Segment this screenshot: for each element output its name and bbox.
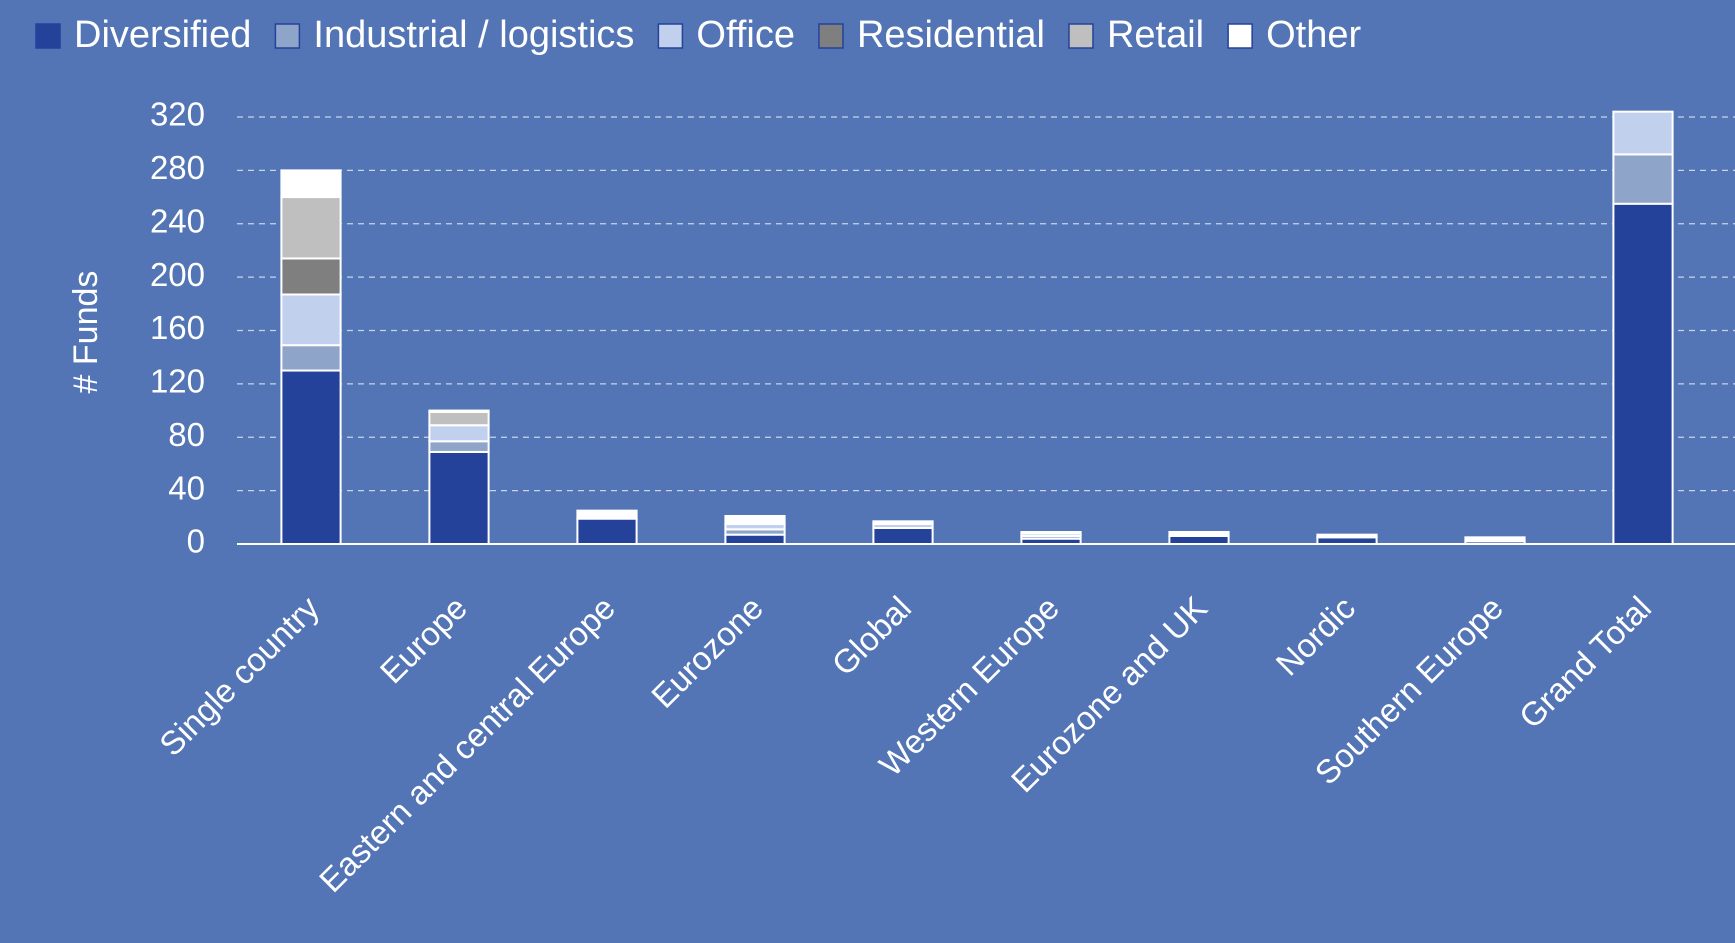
y-tick-label: 200 [150, 256, 205, 293]
bar-segment [872, 526, 934, 545]
bar-segment [280, 169, 342, 199]
y-tick-label: 80 [168, 416, 205, 453]
legend-swatch [818, 23, 844, 49]
bar-segment [576, 509, 638, 520]
bar-segment [280, 257, 342, 296]
bar-segment [280, 196, 342, 260]
legend-label: Diversified [74, 14, 251, 56]
bar-segment [576, 517, 638, 545]
y-tick-label: 280 [150, 149, 205, 186]
legend-swatch [657, 23, 684, 49]
bar-segment [1168, 530, 1230, 537]
y-tick-label: 120 [150, 363, 205, 400]
bar-segment [1168, 534, 1230, 546]
bar-segment [428, 450, 490, 546]
bar-segment [1464, 536, 1526, 543]
legend-swatch [1068, 23, 1094, 49]
legend-swatch [35, 23, 61, 49]
bar-segment [1020, 530, 1082, 535]
y-tick-label: 320 [150, 96, 205, 133]
y-tick-label: 240 [150, 202, 205, 239]
bar-segment [1316, 533, 1378, 539]
legend-swatch [1227, 23, 1253, 49]
bar-segment [428, 410, 490, 427]
bar-segment [1612, 110, 1674, 156]
bar-segment [872, 520, 934, 525]
bar-segment [280, 369, 342, 545]
legend-label: Industrial / logistics [313, 14, 634, 56]
bar-segment [280, 293, 342, 347]
legend-label: Office [696, 14, 795, 56]
bar-segment [428, 440, 490, 453]
bar-segment [1316, 536, 1378, 545]
bar-segment [724, 514, 786, 525]
y-tick-label: 40 [168, 469, 205, 506]
bar-segment [1612, 202, 1674, 545]
bar-segment [724, 533, 786, 545]
legend-label: Retail [1107, 14, 1204, 56]
bar-segment [428, 409, 490, 413]
y-tick-label: 0 [187, 523, 205, 560]
y-tick-label: 160 [150, 309, 205, 346]
y-axis-label: # Funds [67, 271, 105, 394]
bar-segment [1612, 153, 1674, 205]
bar-segment [428, 424, 490, 443]
legend-swatch [274, 23, 301, 49]
bar-segment [280, 344, 342, 372]
legend-label: Other [1266, 14, 1361, 56]
legend-label: Residential [857, 14, 1045, 56]
